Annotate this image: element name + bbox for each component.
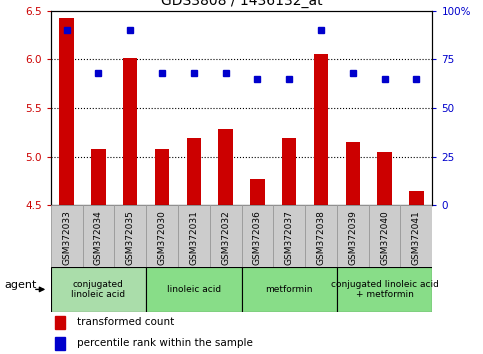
Text: GSM372032: GSM372032 [221, 210, 230, 265]
Bar [377, 152, 392, 205]
Text: conjugated
linoleic acid: conjugated linoleic acid [71, 280, 126, 299]
Text: GSM372030: GSM372030 [157, 210, 167, 265]
Bar [369, 205, 400, 267]
Bar [242, 205, 273, 267]
Bar [91, 149, 106, 205]
Text: GSM372036: GSM372036 [253, 210, 262, 265]
Text: transformed count: transformed count [77, 317, 175, 327]
Bar [409, 191, 424, 205]
Text: GSM372037: GSM372037 [284, 210, 294, 265]
Bar [55, 316, 65, 329]
Bar [146, 205, 178, 267]
Bar [242, 267, 337, 312]
Text: linoleic acid: linoleic acid [167, 285, 221, 294]
Bar [218, 129, 233, 205]
Bar [282, 138, 297, 205]
Text: metformin: metformin [266, 285, 313, 294]
Bar [178, 205, 210, 267]
Bar [51, 267, 146, 312]
Bar [55, 337, 65, 350]
Bar [314, 55, 328, 205]
Text: GSM372035: GSM372035 [126, 210, 135, 265]
Text: agent: agent [4, 280, 36, 290]
Bar [337, 205, 369, 267]
Bar [250, 179, 265, 205]
Bar [123, 58, 137, 205]
Bar [146, 267, 242, 312]
Text: GSM372040: GSM372040 [380, 210, 389, 265]
Bar [273, 205, 305, 267]
Bar [59, 18, 74, 205]
Bar [155, 149, 169, 205]
Text: GSM372034: GSM372034 [94, 210, 103, 265]
Bar [305, 205, 337, 267]
Text: GSM372041: GSM372041 [412, 210, 421, 265]
Text: GSM372031: GSM372031 [189, 210, 199, 265]
Bar [114, 205, 146, 267]
Bar [51, 205, 83, 267]
Text: GSM372039: GSM372039 [348, 210, 357, 265]
Bar [210, 205, 242, 267]
Text: GSM372033: GSM372033 [62, 210, 71, 265]
Bar [83, 205, 114, 267]
Bar [400, 205, 432, 267]
Text: percentile rank within the sample: percentile rank within the sample [77, 338, 253, 348]
Title: GDS3808 / 1436132_at: GDS3808 / 1436132_at [161, 0, 322, 8]
Text: conjugated linoleic acid
+ metformin: conjugated linoleic acid + metformin [331, 280, 439, 299]
Text: GSM372038: GSM372038 [316, 210, 326, 265]
Bar [337, 267, 432, 312]
Bar [186, 138, 201, 205]
Bar [346, 142, 360, 205]
